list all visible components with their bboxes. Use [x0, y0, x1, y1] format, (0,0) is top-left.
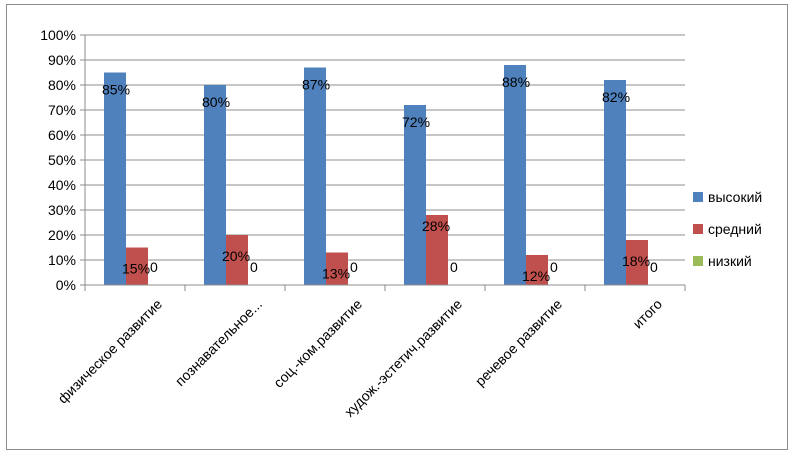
data-label-средний-4: 28%	[422, 218, 450, 234]
bar-высокий-2	[204, 85, 226, 285]
bars	[104, 65, 648, 285]
data-label-высокий-3: 87%	[302, 77, 330, 93]
data-label-низкий-5: 0	[550, 259, 558, 275]
legend-label-высокий: высокий	[708, 189, 762, 205]
bar-высокий-6	[604, 80, 626, 285]
category-label-5: речевое развитие	[472, 296, 566, 390]
data-label-высокий-4: 72%	[402, 114, 430, 130]
axes	[84, 35, 686, 291]
category-label-6: итого	[629, 296, 665, 332]
bar-средний-3	[326, 252, 348, 285]
data-label-средний-2: 20%	[222, 248, 250, 264]
gridlines	[85, 34, 685, 261]
bar-средний-4	[426, 215, 448, 285]
bar-высокий-4	[404, 105, 426, 285]
category-label-2: познавательное...	[172, 296, 265, 389]
bar-средний-6	[626, 240, 648, 285]
y-tick-label: 90%	[48, 52, 76, 68]
bar-средний-1	[126, 247, 148, 285]
y-tick-label: 30%	[48, 202, 76, 218]
bar-высокий-1	[104, 72, 126, 285]
legend-swatch-низкий	[693, 256, 703, 266]
y-tick-label: 0%	[56, 277, 76, 293]
y-axis-ticks: 0% 10% 20% 30% 40% 50% 60% 70% 80% 90% 100%	[40, 27, 85, 293]
y-tick-label: 100%	[40, 27, 76, 43]
legend-label-средний: средний	[708, 221, 762, 237]
data-label-средний-5: 12%	[522, 268, 550, 284]
category-label-1: физическое развитие	[54, 296, 165, 407]
y-tick-label: 70%	[48, 102, 76, 118]
data-label-средний-6: 18%	[622, 253, 650, 269]
data-label-низкий-6: 0	[650, 259, 658, 275]
chart-frame	[6, 4, 788, 450]
y-tick-label: 40%	[48, 177, 76, 193]
data-label-низкий-3: 0	[350, 259, 358, 275]
legend-swatch-высокий	[693, 192, 703, 202]
legend-label-низкий: низкий	[708, 253, 752, 269]
category-label-3: соц.-ком.развитие	[270, 296, 365, 391]
data-label-высокий-2: 80%	[202, 94, 230, 110]
data-label-низкий-2: 0	[250, 259, 258, 275]
bar-средний-2	[226, 235, 248, 285]
data-label-низкий-4: 0	[450, 259, 458, 275]
data-label-высокий-5: 88%	[502, 74, 530, 90]
category-label-4: худож.-эстетич.развитие	[341, 296, 465, 420]
legend-swatch-средний	[693, 224, 703, 234]
data-label-средний-1: 15%	[122, 261, 150, 277]
y-tick-label: 50%	[48, 152, 76, 168]
bar-высокий-3	[304, 67, 326, 285]
x-axis-categories: физическое развитие познавательное... соц.…	[54, 296, 665, 420]
y-tick-label: 20%	[48, 227, 76, 243]
y-tick-label: 60%	[48, 127, 76, 143]
data-label-низкий-1: 0	[150, 259, 158, 275]
data-label-высокий-6: 82%	[602, 89, 630, 105]
bar-высокий-5	[504, 65, 526, 285]
y-tick-label: 10%	[48, 252, 76, 268]
legend: высокий средний низкий	[693, 189, 762, 269]
data-label-средний-3: 13%	[322, 266, 350, 282]
data-label-высокий-1: 85%	[102, 82, 130, 98]
y-tick-label: 80%	[48, 77, 76, 93]
data-labels: 85%80%87%72%88%82%15%20%13%28%12%18%0 0 0 0…	[102, 74, 658, 284]
bar-средний-5	[526, 255, 548, 285]
